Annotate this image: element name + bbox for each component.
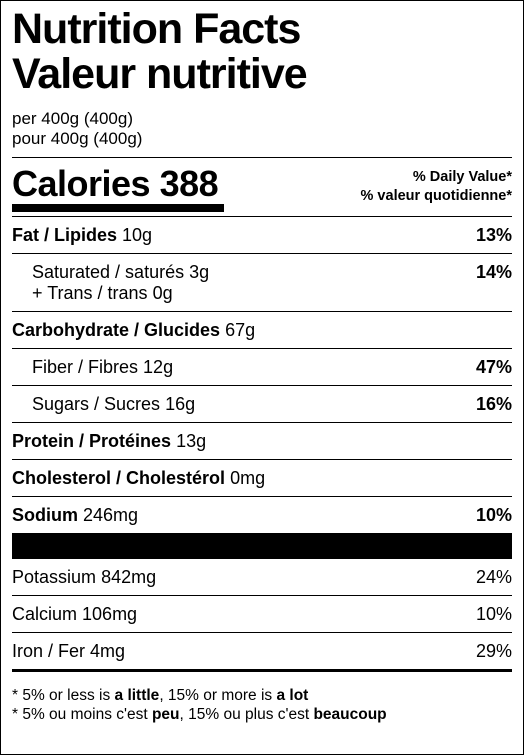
daily-value: 13%: [475, 224, 512, 245]
nutrient: Calcium 106mg: [12, 604, 137, 625]
daily-value: 10%: [475, 603, 512, 624]
nutrient: Potassium 842mg: [12, 567, 156, 588]
nutrient: Sugars / Sucres 16g: [32, 394, 195, 415]
footnote-text: , 15% or more is: [159, 687, 277, 704]
trans-name: + Trans / trans: [32, 283, 148, 303]
footnote-emphasis: peu: [151, 706, 180, 723]
minerals: Potassium 842mg 24% Calcium 106mg 10% Iron /…: [12, 558, 512, 669]
trans-amount: 0g: [152, 283, 173, 303]
nutrient: Saturated / saturés 3g + Trans / trans 0g: [32, 262, 209, 304]
nutrient-name: Sodium: [12, 504, 78, 525]
nutrient-row: Iron / Fer 4mg 29%: [12, 632, 512, 669]
nutrient-amount: 4mg: [90, 640, 126, 661]
nutrient-line: Sodium 246mg: [12, 505, 138, 526]
nutrient-row: Fat / Lipides 10g 13%: [12, 216, 512, 253]
nutrient-line: Protein / Protéines 13g: [12, 431, 206, 452]
nutrient: Cholesterol / Cholestérol 0mg: [12, 468, 265, 489]
nutrient-row: Sodium 246mg 10%: [12, 496, 512, 533]
nutrient-amount: 3g: [189, 262, 210, 282]
nutrient-row: Fiber / Fibres 12g 47%: [12, 348, 512, 385]
nutrient-row: Potassium 842mg 24%: [12, 558, 512, 595]
daily-value: 47%: [475, 356, 512, 377]
nutrient-line: Iron / Fer 4mg: [12, 641, 125, 662]
calories-label: Calories: [12, 163, 151, 204]
daily-value: 24%: [475, 566, 512, 587]
nutrient-name: Potassium: [12, 566, 97, 587]
nutrient-row: Protein / Protéines 13g: [12, 422, 512, 459]
nutrient-line: Sugars / Sucres 16g: [32, 394, 195, 415]
nutrient-row: Saturated / saturés 3g + Trans / trans 0g…: [12, 253, 512, 311]
nutrient: Fiber / Fibres 12g: [32, 357, 173, 378]
daily-value: 16%: [475, 393, 512, 414]
nutrient-line: Fat / Lipides 10g: [12, 225, 152, 246]
nutrient: Protein / Protéines 13g: [12, 431, 206, 452]
daily-value: 10%: [475, 504, 512, 525]
nutrient-row: Carbohydrate / Glucides 67g: [12, 311, 512, 348]
footnote-line: * 5% ou moins c'est peu, 15% ou plus c'e…: [12, 705, 512, 724]
nutrient: Iron / Fer 4mg: [12, 641, 125, 662]
nutrient-name: Fiber / Fibres: [32, 356, 139, 377]
nutrient-amount: 842mg: [101, 566, 157, 587]
footnote: * 5% or less is a little, 15% or more is…: [12, 669, 512, 724]
trans-line: + Trans / trans 0g: [32, 283, 209, 304]
nutrient-line: Carbohydrate / Glucides 67g: [12, 320, 255, 341]
nutrient-amount: 106mg: [82, 603, 138, 624]
nutrient-row: Calcium 106mg 10%: [12, 595, 512, 632]
nutrient-line: Calcium 106mg: [12, 604, 137, 625]
title-fr: Valeur nutritive: [12, 50, 308, 98]
nutrient-name: Fat / Lipides: [12, 224, 118, 245]
serving-en: per 400g (400g): [12, 109, 133, 128]
nutrient-amount: 0mg: [230, 467, 266, 488]
footnote-emphasis: a lot: [276, 687, 309, 704]
footnote-line: * 5% or less is a little, 15% or more is…: [12, 686, 512, 705]
nutrient-line: Potassium 842mg: [12, 567, 156, 588]
nutrient-name: Cholesterol / Cholestérol: [12, 467, 226, 488]
nutrient: Carbohydrate / Glucides 67g: [12, 320, 255, 341]
daily-value: 29%: [475, 640, 512, 661]
dv-header-en: % Daily Value*: [412, 169, 512, 185]
nutrient-name: Protein / Protéines: [12, 430, 172, 451]
footnote-text: , 15% ou plus c'est: [179, 706, 314, 723]
nutrient-row: Sugars / Sucres 16g 16%: [12, 385, 512, 422]
nutrient-name: Sugars / Sucres: [32, 393, 161, 414]
calories: Calories 388: [12, 163, 225, 212]
title-en: Nutrition Facts: [12, 5, 301, 53]
nutrient-line: Cholesterol / Cholestérol 0mg: [12, 468, 265, 489]
footnote-emphasis: a little: [114, 687, 160, 704]
serving: per 400g (400g) pour 400g (400g): [12, 109, 512, 158]
nutrient-row: Cholesterol / Cholestérol 0mg: [12, 459, 512, 496]
nutrient-amount: 246mg: [83, 504, 139, 525]
daily-value: 14%: [475, 262, 512, 282]
nutrient-name: Iron / Fer: [12, 640, 86, 661]
title: Nutrition Facts Valeur nutritive: [12, 7, 512, 97]
nutrient-amount: 12g: [143, 356, 174, 377]
nutrient-name: Saturated / saturés: [32, 262, 185, 282]
dv-header-fr: % valeur quotidienne*: [360, 188, 512, 204]
nutrient: Fat / Lipides 10g: [12, 225, 152, 246]
nutrient-line: Saturated / saturés 3g: [32, 262, 209, 283]
footnote-text: * 5% or less is: [12, 687, 115, 704]
nutrient-name: Carbohydrate / Glucides: [12, 319, 221, 340]
footnote-emphasis: beaucoup: [313, 706, 387, 723]
dv-header: % Daily Value* % valeur quotidienne*: [361, 164, 512, 206]
calories-value: 388: [159, 163, 219, 204]
nutrient-name: Calcium: [12, 603, 78, 624]
footnote-text: * 5% ou moins c'est: [12, 706, 152, 723]
nutrient-amount: 13g: [176, 430, 207, 451]
separator-bar: [12, 533, 512, 558]
nutrient-amount: 10g: [122, 224, 153, 245]
nutrient-line: Fiber / Fibres 12g: [32, 357, 173, 378]
calories-row: Calories 388 % Daily Value* % valeur quo…: [12, 158, 512, 216]
nutrients: Fat / Lipides 10g 13% Saturated / saturés …: [12, 216, 512, 533]
nutrient-amount: 16g: [165, 393, 196, 414]
nutrient: Sodium 246mg: [12, 505, 138, 526]
nutrient-amount: 67g: [225, 319, 256, 340]
serving-fr: pour 400g (400g): [12, 129, 143, 148]
